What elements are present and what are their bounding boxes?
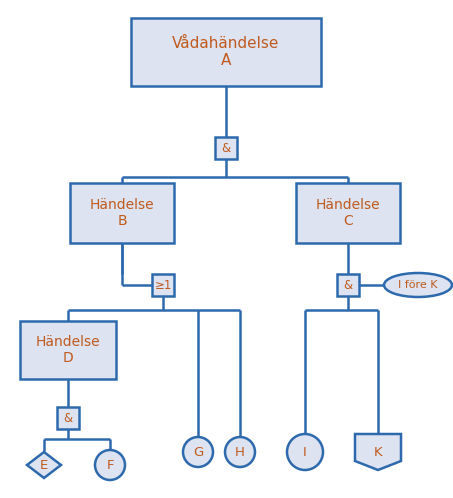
Text: Händelse
C: Händelse C [316,198,381,228]
Circle shape [225,437,255,467]
Circle shape [287,434,323,470]
Circle shape [95,450,125,480]
Bar [296,183,400,243]
Bar [20,321,116,379]
Bar [337,274,359,296]
Text: E: E [40,459,48,472]
Bar [131,18,321,86]
Text: G: G [193,446,203,459]
Polygon shape [27,452,61,478]
Bar [57,407,79,429]
Text: F: F [106,459,114,472]
Bar [215,137,237,159]
Circle shape [183,437,213,467]
Text: I: I [303,446,307,459]
Text: Händelse
D: Händelse D [36,335,100,365]
Text: &: & [343,278,352,291]
Text: &: & [222,141,231,154]
Bar [70,183,174,243]
Text: &: & [63,411,72,424]
Text: Händelse
B: Händelse B [90,198,154,228]
Text: H: H [235,446,245,459]
Bar [152,274,174,296]
Text: I före K: I före K [398,280,438,290]
Text: K: K [374,446,382,459]
Text: ≥1: ≥1 [154,278,172,291]
Polygon shape [355,434,401,470]
Ellipse shape [384,273,452,297]
Text: Vådahändelse
A: Vådahändelse A [172,36,280,68]
